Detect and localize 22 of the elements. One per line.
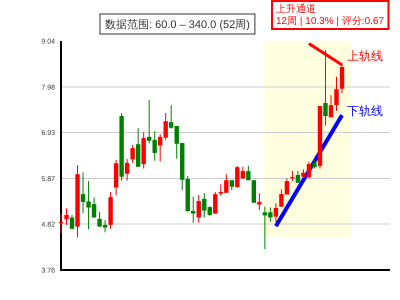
candlestick: [230, 180, 234, 191]
candlestick: [196, 194, 201, 224]
candlestick: [64, 208, 69, 226]
candlestick: [213, 191, 218, 214]
candlestick: [323, 50, 328, 126]
candlestick: [252, 180, 256, 204]
candlestick: [130, 144, 135, 164]
series-label: 下轨线: [347, 104, 384, 118]
candlestick: [124, 158, 130, 182]
text: 数据范围: 60.0 – 340.0 (52周): [105, 18, 250, 31]
candlestick: [257, 192, 262, 211]
text: 上升通道 12周 | 10.3% | 评分:0.67: [276, 3, 384, 27]
candlestick: [70, 214, 74, 230]
candlestick: [246, 165, 251, 181]
candlestick: [334, 76, 339, 112]
candlestick: [136, 128, 140, 168]
candlestick: [274, 202, 278, 222]
candlestick: [328, 94, 334, 118]
candlestick: [191, 196, 196, 224]
candlestick: [290, 170, 295, 182]
candlestick: [296, 170, 300, 184]
series-label: 上轨线: [347, 48, 384, 63]
